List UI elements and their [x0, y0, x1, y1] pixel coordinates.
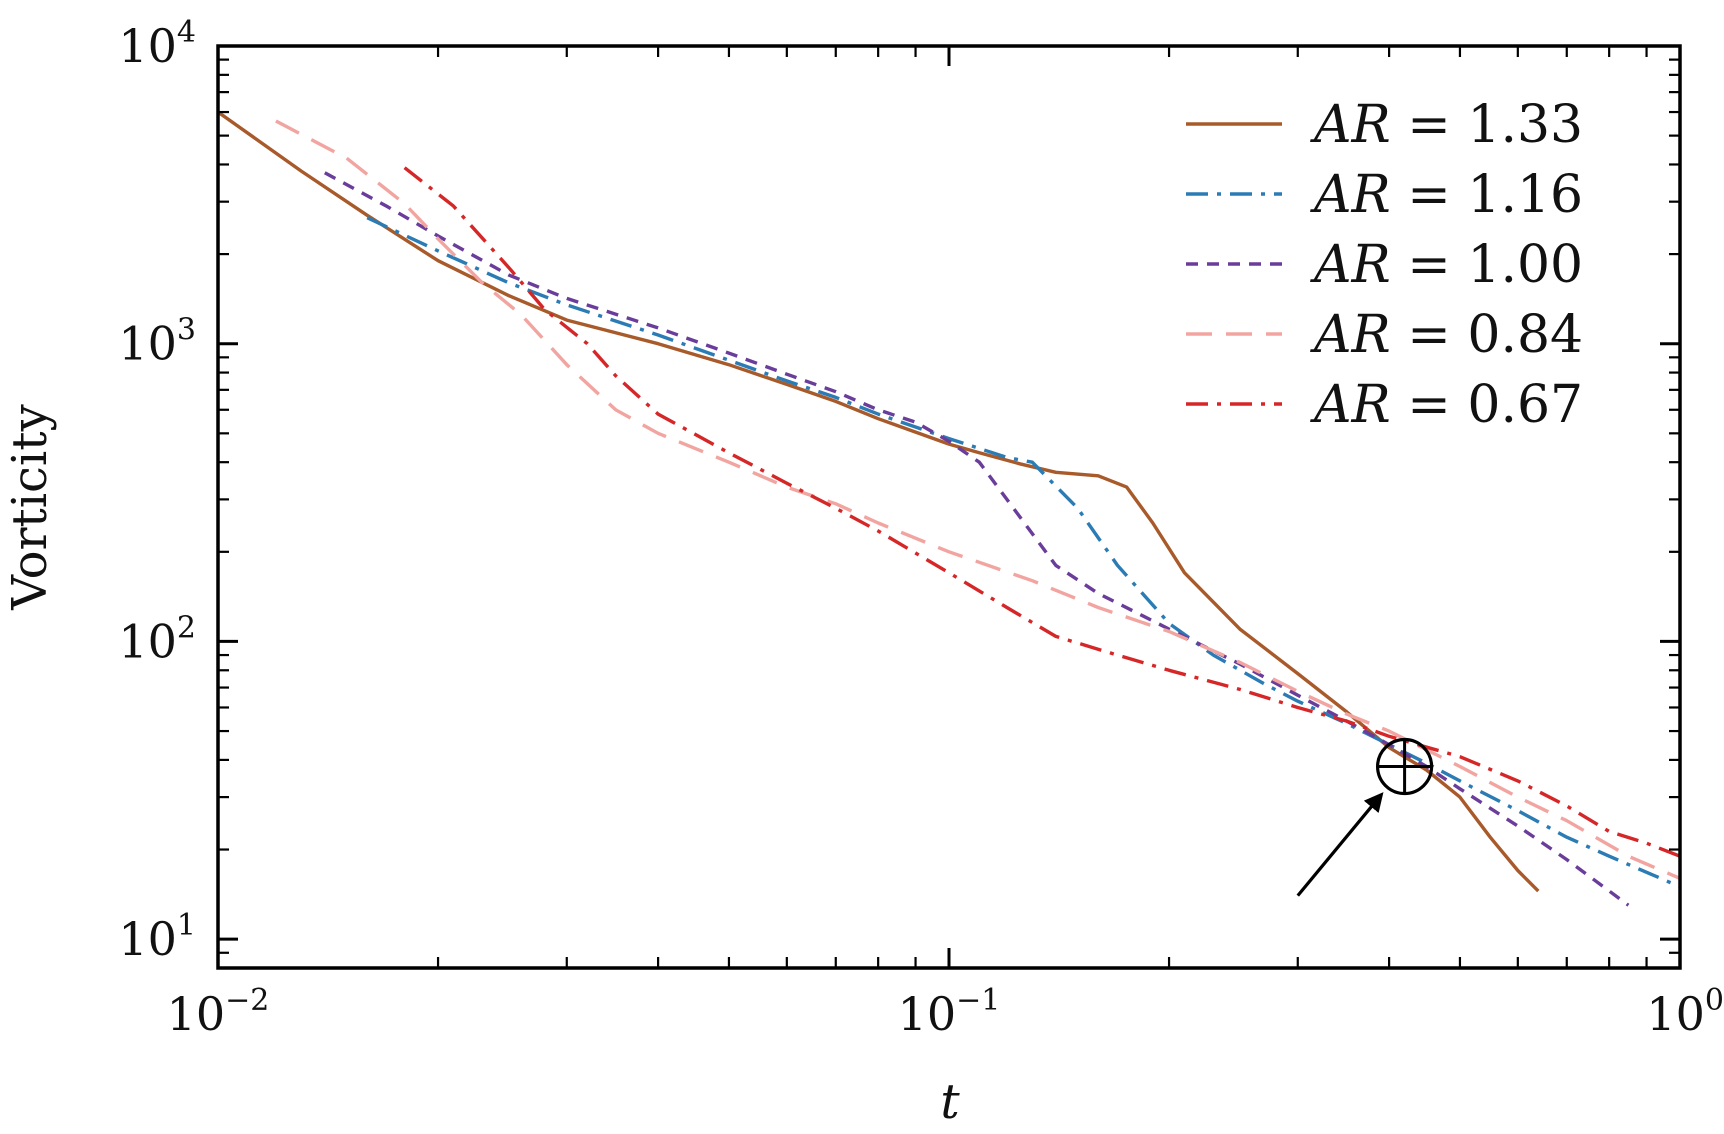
x-tick-label-0: 10−2 — [167, 983, 270, 1041]
legend-label-1: AR = 1.16 — [1310, 165, 1583, 225]
series-line-1 — [366, 216, 1680, 889]
y-tick-label-2: 103 — [118, 313, 196, 371]
series-layer — [218, 110, 1680, 907]
series-line-0 — [218, 110, 1540, 893]
y-axis-label: Vorticity — [2, 404, 58, 610]
x-axis-label: t — [940, 1074, 960, 1130]
legend-label-2: AR = 1.00 — [1310, 235, 1583, 295]
series-line-4 — [403, 166, 1680, 858]
y-tick-label-1: 102 — [118, 610, 196, 668]
legend: AR = 1.33 AR = 1.16 AR = 1.00 AR = 0.84 AR =… — [1186, 95, 1583, 435]
annotation-layer — [1296, 737, 1434, 897]
series-line-2 — [323, 171, 1630, 907]
x-tick-label-2: 100 — [1646, 983, 1724, 1041]
series-line-3 — [275, 119, 1680, 880]
ticks-layer: 101 102 103 104 10−2 10−1 100 — [118, 15, 1724, 1041]
y-tick-label-0: 101 — [118, 908, 196, 966]
y-tick-label-3: 104 — [118, 15, 196, 73]
legend-label-3: AR = 0.84 — [1310, 305, 1583, 365]
x-tick-label-1: 10−1 — [898, 983, 1001, 1041]
annotation-arrow — [1296, 792, 1384, 897]
legend-label-4: AR = 0.67 — [1310, 375, 1583, 435]
legend-label-0: AR = 1.33 — [1310, 95, 1583, 155]
